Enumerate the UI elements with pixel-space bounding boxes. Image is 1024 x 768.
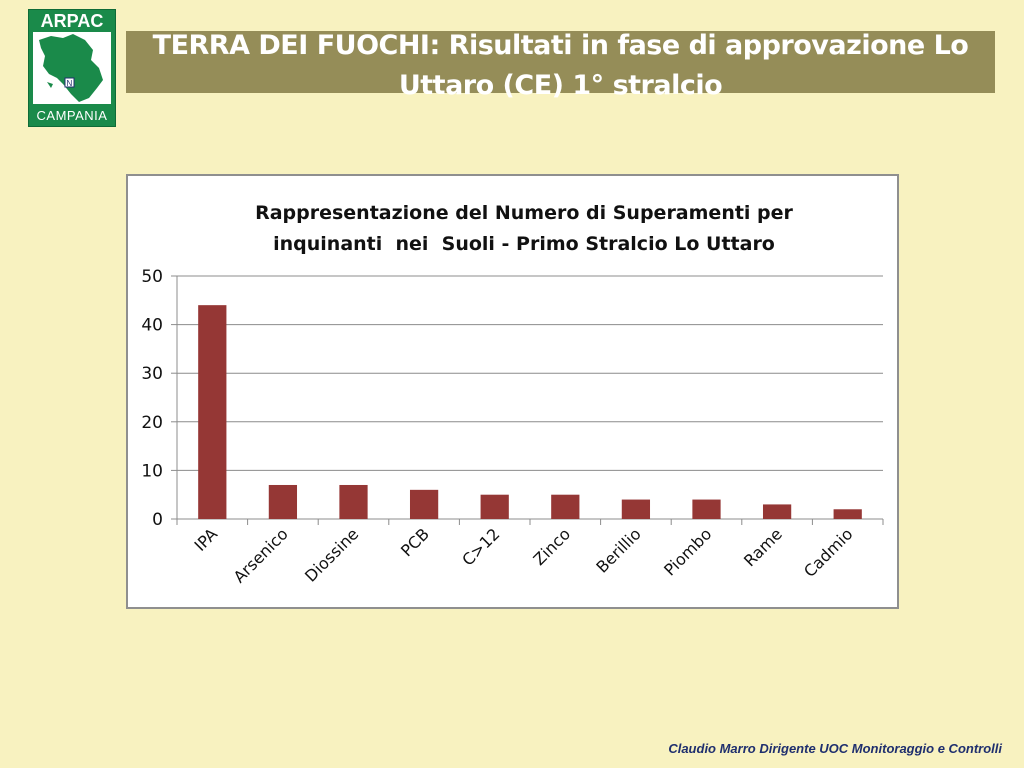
bar-arsenico (268, 484, 298, 519)
x-tick-label: IPA (191, 524, 222, 555)
x-tick-label: Diossine (301, 524, 362, 585)
y-tick-label: 20 (141, 413, 163, 433)
title-band (126, 31, 995, 93)
x-tick-label: C>12 (458, 524, 503, 569)
y-tick-label: 40 (141, 316, 163, 336)
x-tick-label: Arsenico (230, 524, 292, 586)
bar-piombo (692, 499, 721, 519)
bar-c12 (480, 494, 509, 519)
bar-cadmio (833, 509, 862, 519)
x-tick-label: Berillio (592, 524, 644, 576)
y-tick-label: 30 (141, 364, 163, 384)
arpac-logo: ARPAC N CAMPANIA (28, 9, 116, 127)
x-tick-label: Cadmio (800, 524, 857, 581)
bar-berillio (621, 499, 651, 519)
x-tick-label: Piombo (660, 524, 715, 579)
bar-rame (762, 504, 792, 519)
svg-text:N: N (67, 79, 73, 88)
bar-diossine (339, 484, 368, 519)
x-tick-label: Zinco (529, 524, 574, 569)
page-title: TERRA DEI FUOCHI: Risultati in fase di a… (126, 26, 995, 106)
bar-zinco (551, 494, 580, 519)
page-title-line1: TERRA DEI FUOCHI: Risultati in fase di a… (152, 30, 969, 61)
bar-chart: Rappresentazione del Numero di Superamen… (141, 202, 884, 587)
chart-title-line2: inquinanti nei Suoli - Primo Stralcio Lo… (273, 233, 775, 255)
campania-map-icon: N (33, 32, 111, 104)
page-title-line2: Uttaro (CE) 1° stralcio (398, 70, 723, 101)
bar-pcb (409, 489, 439, 519)
y-tick-label: 50 (141, 267, 163, 287)
bar-ipa (198, 305, 227, 519)
x-tick-label: Rame (740, 524, 786, 570)
y-tick-label: 0 (152, 510, 163, 530)
x-tick-label: PCB (397, 524, 433, 560)
logo-bottom-text: CAMPANIA (36, 108, 108, 123)
y-tick-label: 10 (141, 461, 163, 481)
chart-title-line1: Rappresentazione del Numero di Superamen… (255, 202, 793, 224)
chart-container: Rappresentazione del Numero di Superamen… (126, 174, 899, 609)
logo-top-text: ARPAC (40, 11, 104, 31)
footer-credit: Claudio Marro Dirigente UOC Monitoraggio… (668, 741, 1002, 756)
